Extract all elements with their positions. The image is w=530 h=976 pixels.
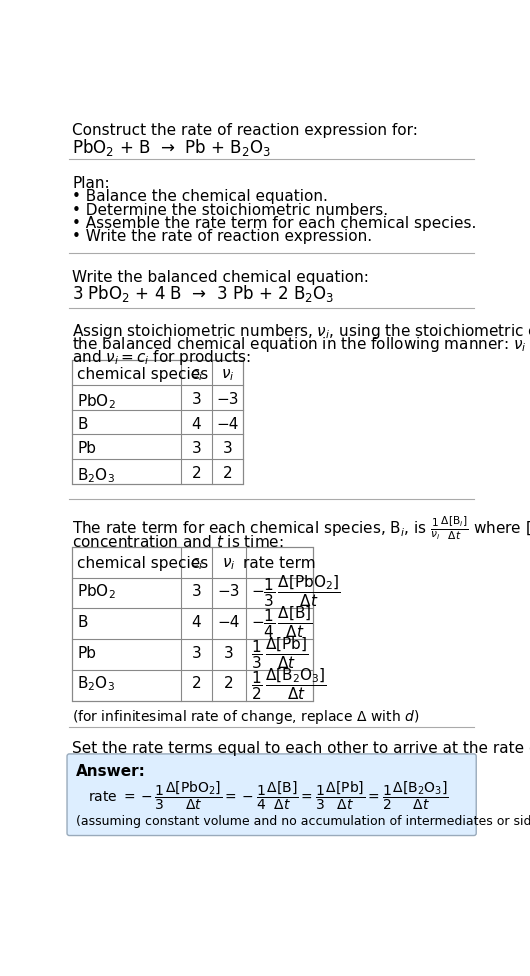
- Text: $\dfrac{1}{2}\,\dfrac{\Delta[\mathrm{B_2O_3}]}{\Delta t}$: $\dfrac{1}{2}\,\dfrac{\Delta[\mathrm{B_2…: [251, 666, 326, 702]
- Text: 2: 2: [192, 676, 201, 691]
- Text: concentration and $t$ is time:: concentration and $t$ is time:: [73, 535, 284, 550]
- Text: Set the rate terms equal to each other to arrive at the rate expression:: Set the rate terms equal to each other t…: [73, 741, 530, 755]
- Text: rate $= -\dfrac{1}{3}\dfrac{\Delta[\mathrm{PbO_2}]}{\Delta t} = -\dfrac{1}{4}\df: rate $= -\dfrac{1}{3}\dfrac{\Delta[\math…: [88, 779, 449, 812]
- Text: • Write the rate of reaction expression.: • Write the rate of reaction expression.: [73, 228, 373, 244]
- Text: chemical species: chemical species: [77, 367, 208, 383]
- Text: 4: 4: [192, 417, 201, 431]
- Text: −4: −4: [216, 417, 238, 431]
- Text: and $\nu_i = c_i$ for products:: and $\nu_i = c_i$ for products:: [73, 348, 251, 367]
- Text: PbO$_2$: PbO$_2$: [77, 392, 116, 411]
- Text: $\nu_i$: $\nu_i$: [222, 556, 236, 572]
- Text: The rate term for each chemical species, B$_i$, is $\frac{1}{\nu_i}\frac{\Delta[: The rate term for each chemical species,…: [73, 514, 530, 542]
- Text: $-\dfrac{1}{3}\,\dfrac{\Delta[\mathrm{PbO_2}]}{\Delta t}$: $-\dfrac{1}{3}\,\dfrac{\Delta[\mathrm{Pb…: [251, 574, 340, 609]
- Text: • Assemble the rate term for each chemical species.: • Assemble the rate term for each chemic…: [73, 216, 477, 230]
- Text: rate term: rate term: [243, 556, 316, 571]
- Text: 3: 3: [191, 392, 201, 407]
- Text: 2: 2: [224, 676, 234, 691]
- Text: $c_i$: $c_i$: [190, 556, 203, 572]
- Text: • Balance the chemical equation.: • Balance the chemical equation.: [73, 189, 328, 205]
- Text: $c_i$: $c_i$: [190, 367, 203, 383]
- Bar: [73, 547, 313, 701]
- Text: B$_2$O$_3$: B$_2$O$_3$: [77, 674, 115, 693]
- Text: • Determine the stoichiometric numbers.: • Determine the stoichiometric numbers.: [73, 203, 388, 218]
- Text: $\dfrac{1}{3}\,\dfrac{\Delta[\mathrm{Pb}]}{\Delta t}$: $\dfrac{1}{3}\,\dfrac{\Delta[\mathrm{Pb}…: [251, 635, 308, 671]
- Text: Pb: Pb: [77, 645, 96, 661]
- Text: −3: −3: [218, 584, 240, 599]
- Text: PbO$_2$ + B  →  Pb + B$_2$O$_3$: PbO$_2$ + B → Pb + B$_2$O$_3$: [73, 138, 271, 158]
- Text: Write the balanced chemical equation:: Write the balanced chemical equation:: [73, 269, 369, 285]
- Text: Assign stoichiometric numbers, $\nu_i$, using the stoichiometric coefficients, $: Assign stoichiometric numbers, $\nu_i$, …: [73, 322, 530, 341]
- Text: 2: 2: [192, 466, 201, 481]
- Text: $-\dfrac{1}{4}\,\dfrac{\Delta[\mathrm{B}]}{\Delta t}$: $-\dfrac{1}{4}\,\dfrac{\Delta[\mathrm{B}…: [251, 604, 312, 640]
- Text: −4: −4: [218, 615, 240, 630]
- Text: Answer:: Answer:: [76, 764, 145, 779]
- Text: 4: 4: [192, 615, 201, 630]
- Text: B: B: [77, 615, 87, 630]
- Text: 3: 3: [191, 441, 201, 457]
- Text: 3: 3: [223, 441, 232, 457]
- Text: 2: 2: [223, 466, 232, 481]
- Text: 3: 3: [191, 584, 201, 599]
- Text: Plan:: Plan:: [73, 176, 110, 190]
- Text: chemical species: chemical species: [77, 556, 208, 571]
- Text: Pb: Pb: [77, 441, 96, 457]
- Text: B: B: [77, 417, 87, 431]
- Text: 3: 3: [191, 645, 201, 661]
- Text: Construct the rate of reaction expression for:: Construct the rate of reaction expressio…: [73, 123, 418, 139]
- Text: the balanced chemical equation in the following manner: $\nu_i = -c_i$ for react: the balanced chemical equation in the fo…: [73, 335, 530, 354]
- Text: $\nu_i$: $\nu_i$: [220, 367, 234, 383]
- Text: 3 PbO$_2$ + 4 B  →  3 Pb + 2 B$_2$O$_3$: 3 PbO$_2$ + 4 B → 3 Pb + 2 B$_2$O$_3$: [73, 283, 335, 305]
- Text: −3: −3: [216, 392, 238, 407]
- Text: PbO$_2$: PbO$_2$: [77, 582, 116, 601]
- Text: (assuming constant volume and no accumulation of intermediates or side products): (assuming constant volume and no accumul…: [76, 815, 530, 828]
- Text: (for infinitesimal rate of change, replace Δ with $d$): (for infinitesimal rate of change, repla…: [73, 709, 420, 726]
- Bar: [73, 360, 243, 484]
- Text: B$_2$O$_3$: B$_2$O$_3$: [77, 466, 115, 485]
- Text: 3: 3: [224, 645, 234, 661]
- FancyBboxPatch shape: [67, 753, 476, 835]
